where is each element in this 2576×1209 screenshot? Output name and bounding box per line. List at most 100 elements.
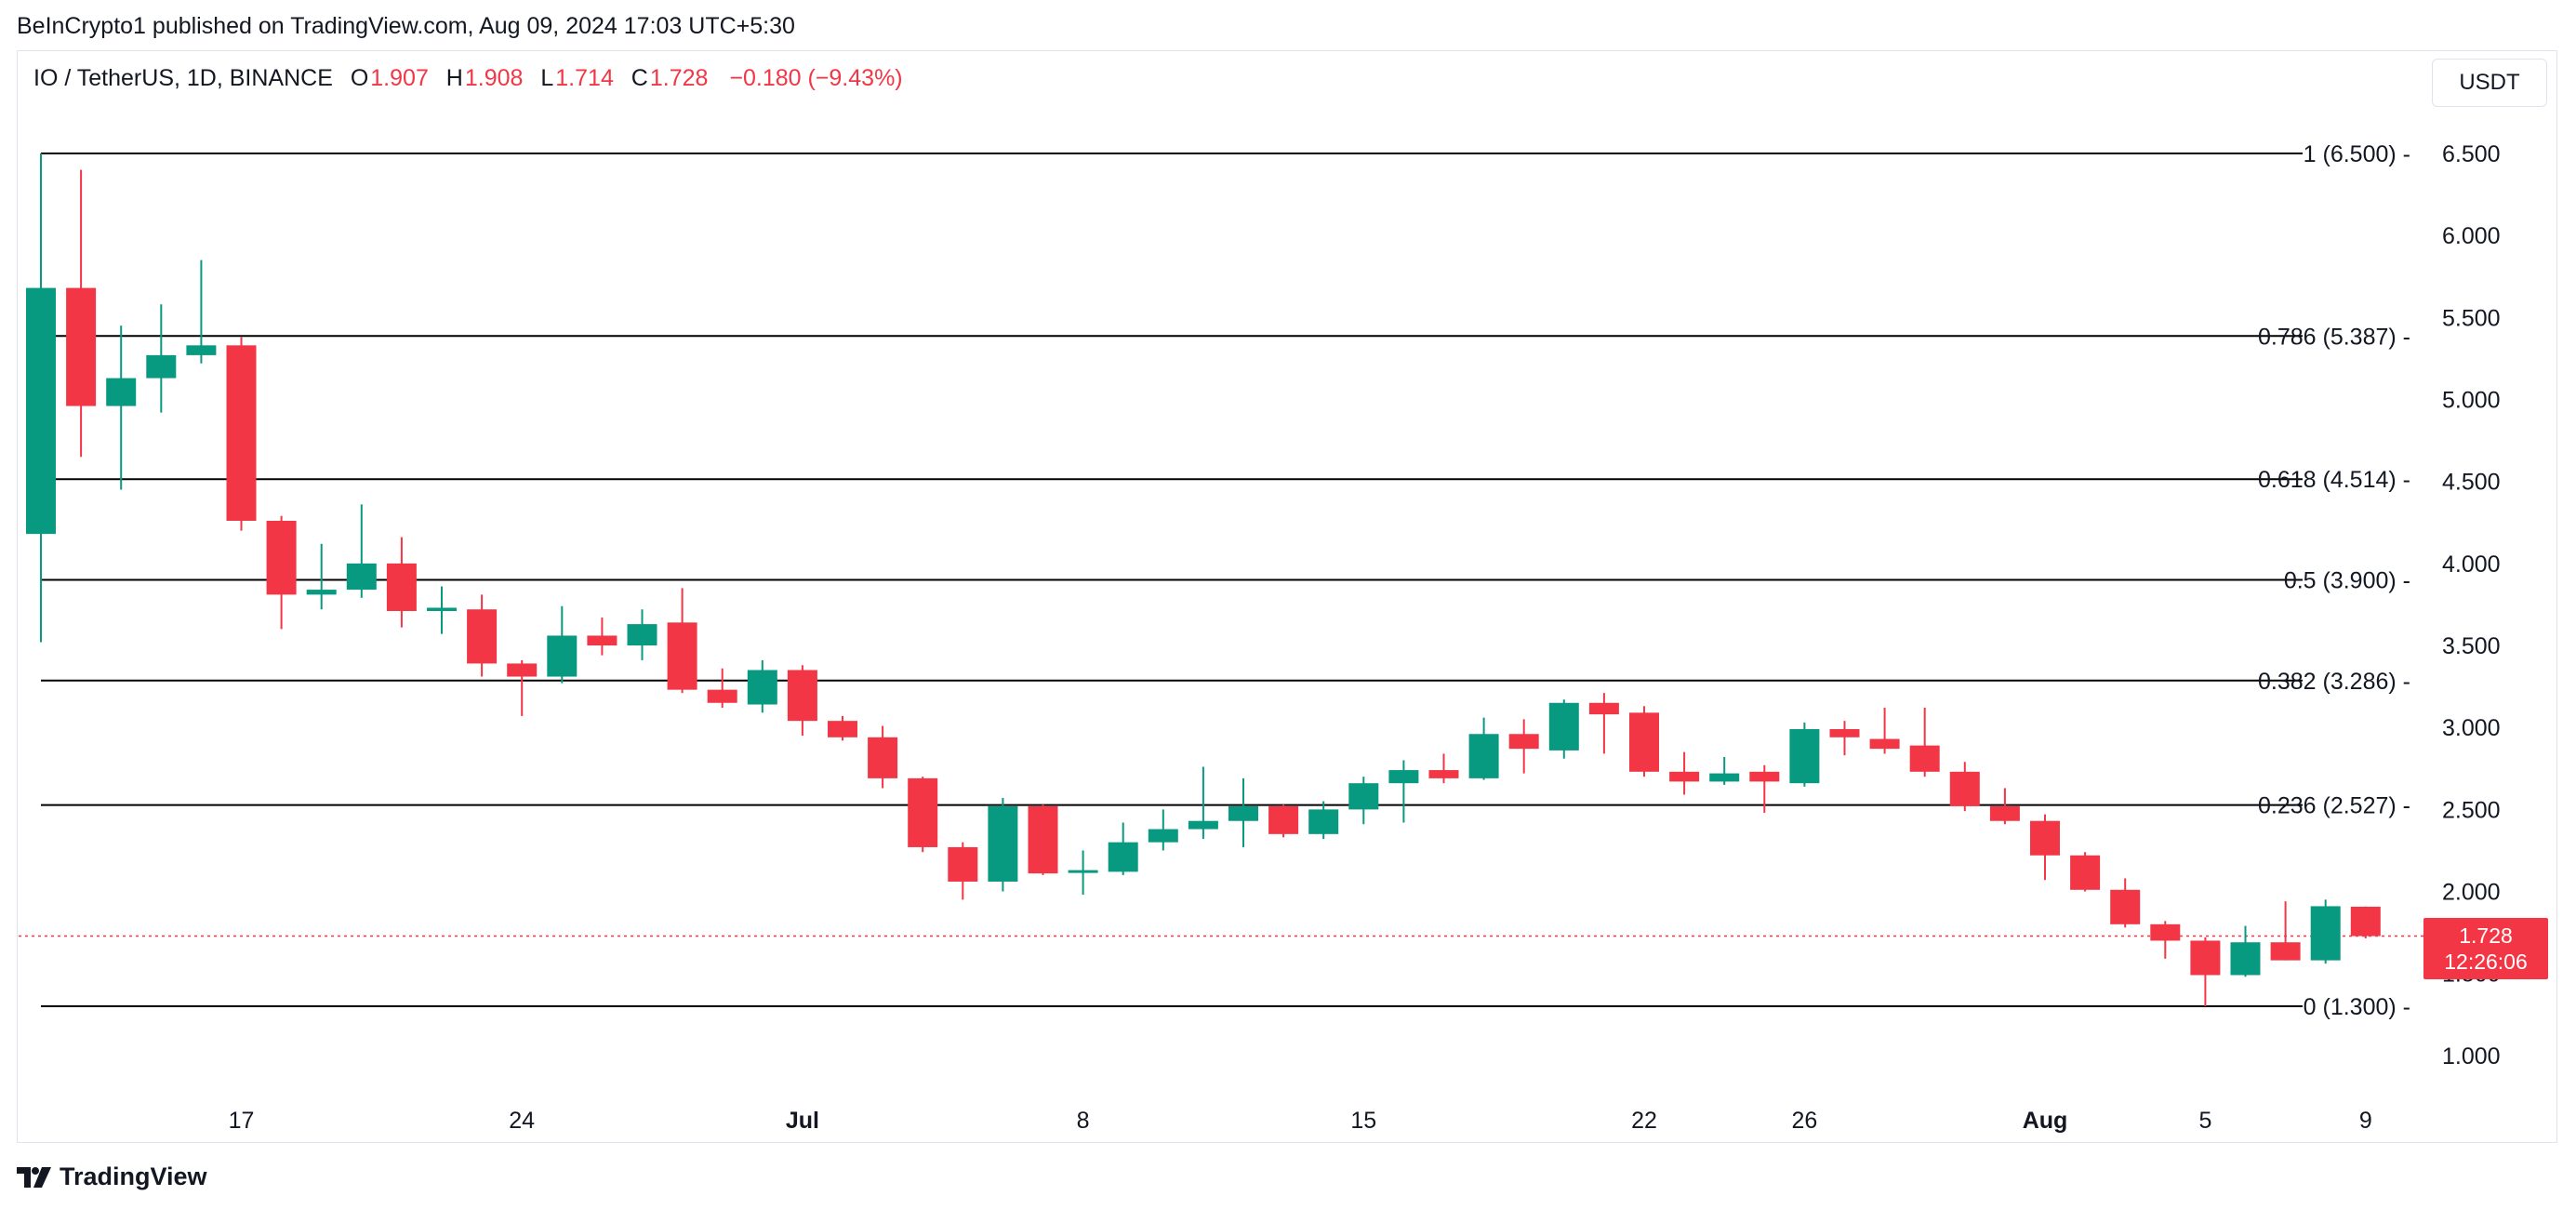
candle-body (707, 689, 737, 703)
candle-body (1148, 829, 1178, 843)
bar-countdown: 12:26:06 (2444, 950, 2528, 974)
candle-body (667, 622, 697, 690)
y-tick-label: 5.000 (2442, 388, 2501, 414)
low-value: 1.714 (555, 65, 614, 91)
y-tick-label: 2.500 (2442, 797, 2501, 823)
candle-body (1588, 702, 1619, 715)
tradingview-logo-icon (17, 1166, 51, 1188)
candle-body (1188, 820, 1218, 830)
candle-body (1709, 773, 1740, 782)
y-tick-label: 6.000 (2442, 223, 2501, 249)
y-tick-label: 1.000 (2442, 1043, 2501, 1070)
candle-body (1629, 712, 1659, 772)
candle-body (1348, 783, 1379, 810)
y-tick-label: 3.000 (2442, 715, 2501, 741)
x-tick-label: 8 (1077, 1108, 1090, 1134)
candle-body (2270, 942, 2301, 961)
candle-body (146, 354, 177, 379)
symbol-name: IO / TetherUS, 1D, BINANCE (33, 65, 333, 91)
y-tick-label: 6.500 (2442, 141, 2501, 167)
currency-button[interactable]: USDT (2432, 59, 2547, 107)
candle-body (2150, 923, 2181, 941)
x-tick-label: 17 (229, 1108, 255, 1134)
x-tick-label: Aug (2023, 1108, 2068, 1134)
chart-frame (17, 50, 2557, 1143)
open-label: O (350, 65, 369, 91)
candle-body (1989, 805, 2020, 821)
candle-body (186, 345, 217, 355)
fib-level-label: 0.382 (3.286) - (2258, 669, 2410, 695)
candle-body (2350, 906, 2381, 937)
candle-body (386, 563, 417, 612)
candle-body (948, 846, 978, 882)
low-label: L (540, 65, 554, 91)
fib-level-label: 1 (6.500) - (2304, 141, 2410, 167)
candle-body (1669, 771, 1700, 782)
candle-body (1829, 728, 1860, 737)
fib-level-label: 0.236 (2.527) - (2258, 793, 2410, 819)
x-tick-label: 15 (1350, 1108, 1376, 1134)
publisher-line: BeInCrypto1 published on TradingView.com… (17, 13, 795, 39)
candle-body (1869, 738, 1900, 750)
candle-body (1749, 771, 1780, 782)
candle-body (1789, 728, 1820, 784)
candle-body (1228, 805, 1258, 821)
x-tick-label: 22 (1631, 1108, 1657, 1134)
brand-label: TradingView (60, 1162, 207, 1190)
candle-body (627, 624, 657, 646)
candle-body (226, 345, 257, 522)
candle-body (2110, 889, 2141, 924)
candle-body (1508, 734, 1539, 750)
candle-body (306, 590, 337, 595)
high-label: H (445, 65, 463, 91)
candle-body (1028, 805, 1058, 874)
y-tick-label: 2.000 (2442, 880, 2501, 906)
candle-body (26, 287, 56, 535)
y-tick-label: 4.000 (2442, 551, 2501, 578)
fib-level-label: 0.618 (4.514) - (2258, 467, 2410, 493)
y-tick-label: 5.500 (2442, 305, 2501, 331)
x-tick-label: Jul (786, 1108, 819, 1134)
candle-body (587, 635, 617, 646)
y-tick-label: 3.500 (2442, 633, 2501, 659)
candle-body (1949, 771, 1980, 806)
candle-body (747, 670, 777, 705)
candle-body (1909, 745, 1940, 772)
candle-body (1468, 734, 1499, 778)
candle-body (2190, 940, 2221, 976)
fib-level-label: 0.5 (3.900) - (2284, 568, 2410, 594)
candle-body (547, 635, 578, 677)
candle-body (1308, 809, 1339, 834)
candle-body (2030, 820, 2060, 856)
candle-body (1268, 805, 1299, 834)
x-tick-label: 26 (1791, 1108, 1817, 1134)
candle-body (2310, 906, 2341, 961)
candle-body (106, 378, 137, 406)
x-tick-label: 24 (509, 1108, 535, 1134)
candle-body (1068, 870, 1098, 873)
candle-body (2230, 942, 2261, 976)
candle-body (507, 663, 538, 677)
current-price-label: 1.728 (2459, 923, 2513, 948)
open-value: 1.907 (370, 65, 429, 91)
x-tick-label: 5 (2198, 1108, 2211, 1134)
fib-level-label: 0.786 (5.387) - (2258, 324, 2410, 350)
candle-body (1548, 702, 1579, 751)
close-label: C (631, 65, 648, 91)
candle-body (988, 805, 1018, 882)
close-value: 1.728 (649, 65, 709, 91)
candle-body (1108, 842, 1138, 872)
y-tick-label: 4.500 (2442, 470, 2501, 496)
x-tick-label: 9 (2359, 1108, 2372, 1134)
candle-body (908, 777, 938, 847)
candle-body (1428, 770, 1459, 778)
candle-body (266, 521, 297, 595)
high-value: 1.908 (464, 65, 524, 91)
current-price-tag: 1.728 12:26:06 (2423, 918, 2548, 979)
tradingview-brand[interactable]: TradingView (17, 1162, 207, 1191)
candle-body (828, 721, 857, 737)
candle-body (868, 737, 898, 778)
change-value: −0.180 (−9.43%) (729, 65, 903, 91)
candle-body (427, 607, 457, 612)
